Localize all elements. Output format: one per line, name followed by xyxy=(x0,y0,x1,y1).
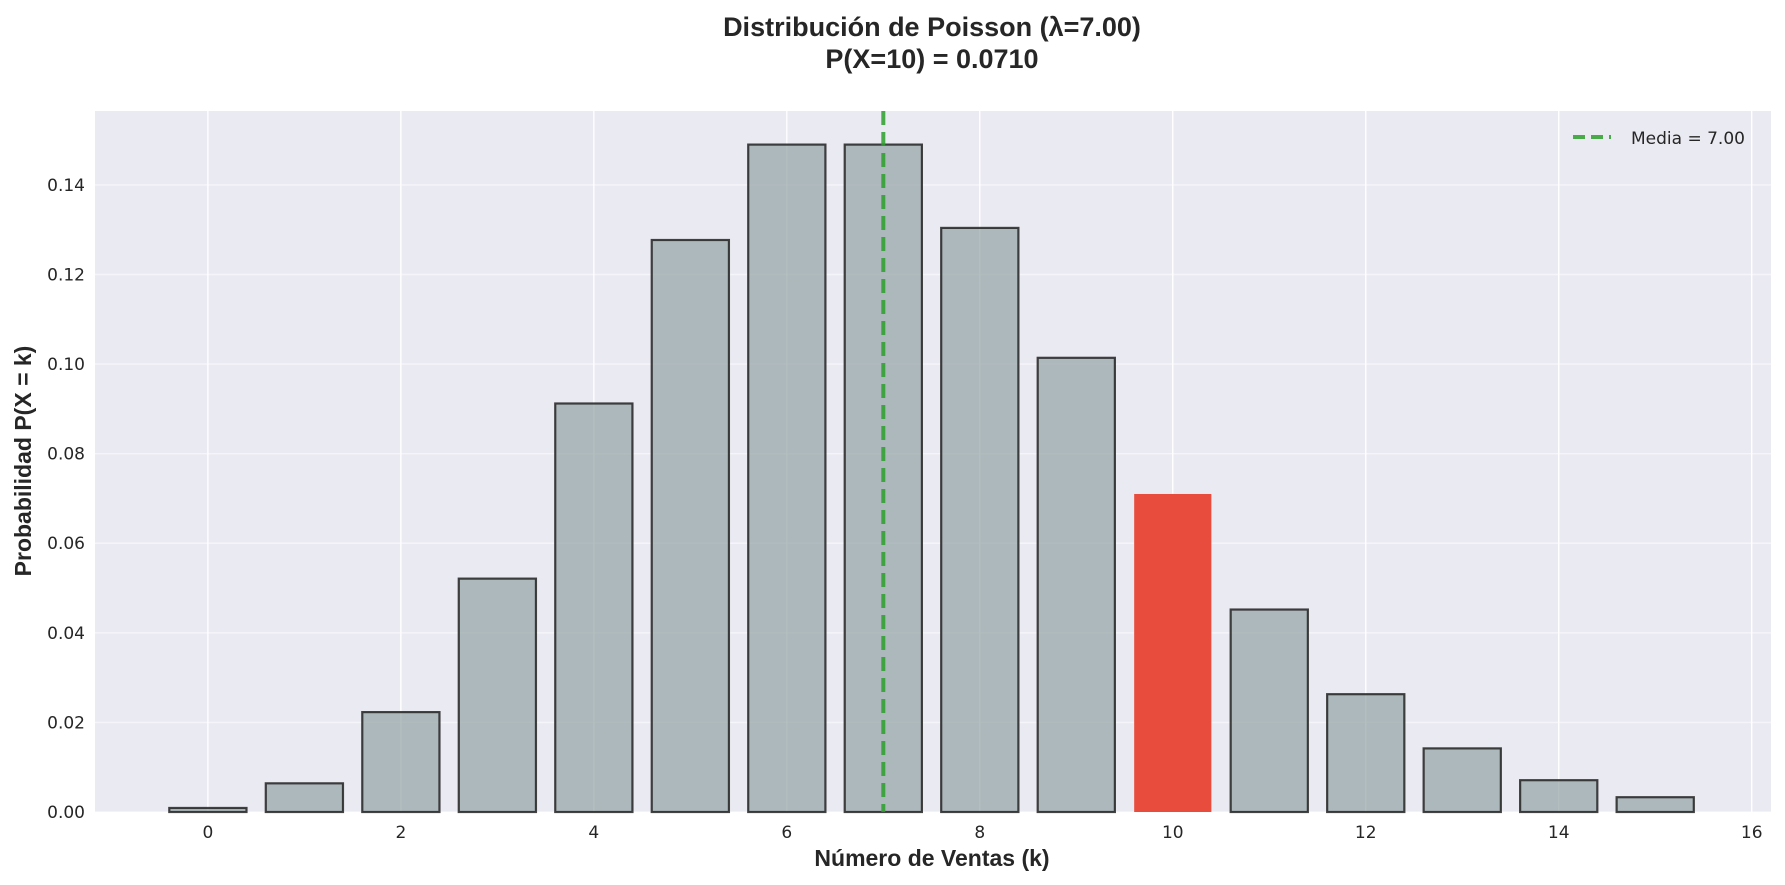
x-tick-label: 4 xyxy=(588,823,599,843)
chart-title: Distribución de Poisson (λ=7.00) xyxy=(723,12,1141,42)
y-tick-label: 0.00 xyxy=(47,803,85,823)
y-tick-label: 0.06 xyxy=(47,534,85,554)
y-tick-label: 0.02 xyxy=(47,713,85,733)
legend-label: Media = 7.00 xyxy=(1631,129,1745,149)
y-axis-label: Probabilidad P(X = k) xyxy=(10,346,36,577)
bar-k-5 xyxy=(650,238,731,814)
chart-subtitle: P(X=10) = 0.0710 xyxy=(825,44,1038,74)
bar-k-1 xyxy=(264,782,345,814)
bar-k-6 xyxy=(747,143,827,814)
bar-k-15 xyxy=(1615,796,1695,814)
x-tick-label: 8 xyxy=(974,823,985,843)
bar-k-8 xyxy=(940,226,1020,814)
bar-highlighted-k-10 xyxy=(1134,493,1212,812)
x-tick-label: 2 xyxy=(395,823,406,843)
y-tick-labels: 0.00 0.02 0.04 0.06 0.08 0.10 0.12 0.14 xyxy=(47,176,85,823)
legend: Media = 7.00 xyxy=(1573,129,1745,149)
bar-k-0 xyxy=(168,806,248,814)
bar-k-9 xyxy=(1036,356,1116,814)
y-tick-label: 0.04 xyxy=(47,624,85,644)
bar-k-4 xyxy=(554,402,634,814)
bar-k-12 xyxy=(1326,693,1406,814)
x-tick-labels: 0 2 4 6 8 10 12 14 16 xyxy=(202,823,1762,843)
bar-k-2 xyxy=(361,711,441,814)
bar-k-13 xyxy=(1422,747,1502,814)
y-tick-label: 0.10 xyxy=(47,355,85,375)
bars xyxy=(168,143,1695,814)
x-tick-label: 16 xyxy=(1741,823,1763,843)
x-axis-label: Número de Ventas (k) xyxy=(814,845,1049,871)
x-tick-label: 0 xyxy=(202,823,213,843)
x-tick-label: 12 xyxy=(1355,823,1377,843)
bar-k-3 xyxy=(457,577,538,814)
y-tick-label: 0.08 xyxy=(47,445,85,465)
y-tick-label: 0.12 xyxy=(47,265,85,285)
x-tick-label: 14 xyxy=(1548,823,1570,843)
bar-k-11 xyxy=(1229,608,1309,814)
plot-area xyxy=(95,111,1771,812)
y-tick-label: 0.14 xyxy=(47,176,85,196)
bar-k-14 xyxy=(1519,779,1599,814)
x-tick-label: 10 xyxy=(1162,823,1184,843)
x-tick-label: 6 xyxy=(781,823,792,843)
